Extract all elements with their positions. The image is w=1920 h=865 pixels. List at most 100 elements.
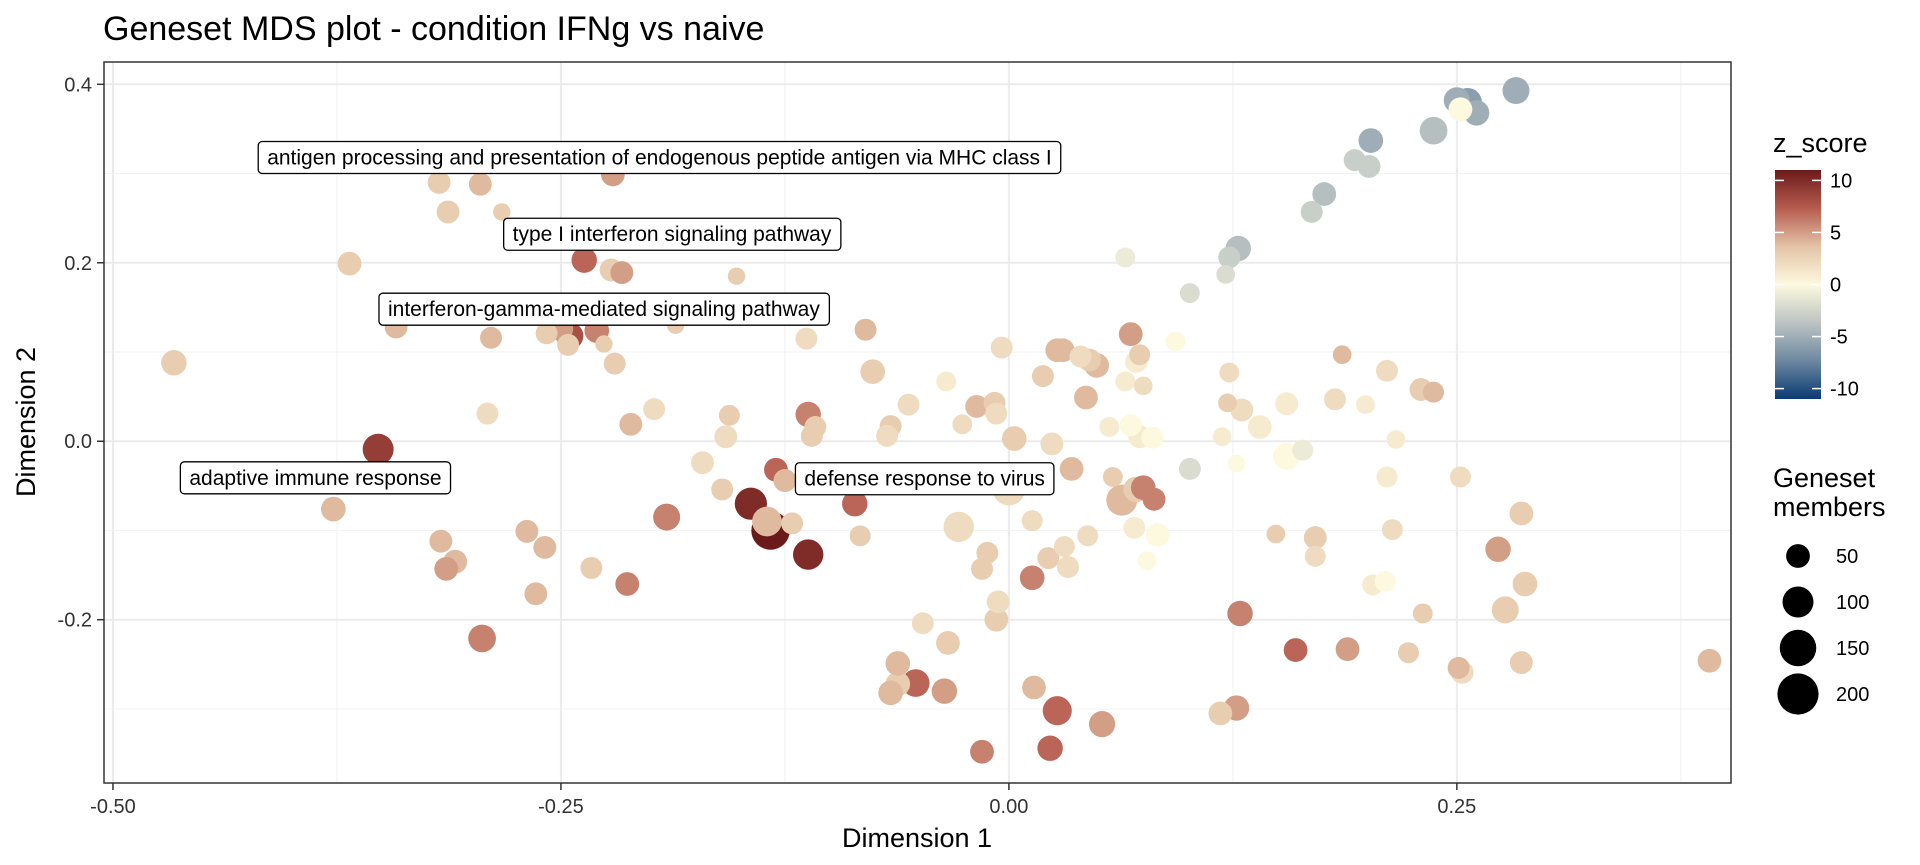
data-point: [1115, 371, 1136, 392]
data-point: [1218, 393, 1237, 413]
data-point: [653, 503, 681, 531]
annotation-box: [257, 140, 1062, 175]
size-legend-item: 200: [1777, 673, 1869, 715]
annotation-text: type I interferon signaling pathway: [513, 223, 832, 246]
data-point: [533, 535, 557, 559]
data-point: [493, 203, 511, 221]
size-legend-title-line-1: Geneset: [1773, 463, 1876, 493]
data-point: [952, 414, 973, 435]
data-point: [1088, 710, 1116, 738]
data-point: [1423, 381, 1445, 403]
data-point: [849, 525, 871, 547]
data-point: [1343, 149, 1366, 172]
data-point: [535, 322, 558, 345]
annotation-text: interferon-gamma-mediated signaling path…: [388, 298, 820, 321]
data-point: [1057, 556, 1079, 579]
data-point: [691, 451, 714, 475]
data-point: [1123, 516, 1146, 539]
annotation-box: [179, 461, 452, 495]
data-point: [1115, 247, 1136, 268]
data-point: [1356, 395, 1375, 415]
x-axis-title: Dimension 1: [842, 823, 992, 853]
plot-border: [103, 61, 1732, 784]
data-point: [1031, 365, 1054, 388]
data-point: [1283, 638, 1308, 662]
color-legend: z_score 10 5 0 -5 -10: [1773, 128, 1868, 401]
data-point: [1448, 97, 1473, 122]
data-point: [1335, 637, 1360, 662]
x-tick-label: -0.25: [538, 796, 584, 818]
size-legend-item: 50: [1786, 544, 1858, 568]
data-point: [1412, 603, 1433, 624]
data-point: [1037, 735, 1063, 761]
data-point: [976, 541, 999, 564]
data-point: [321, 496, 346, 522]
data-point: [619, 412, 643, 436]
data-point: [876, 424, 899, 447]
data-point: [1374, 570, 1396, 592]
data-point: [1099, 417, 1120, 437]
data-point: [1059, 457, 1084, 481]
color-tick-label: -10: [1830, 379, 1859, 401]
size-legend-key: [1782, 586, 1814, 618]
data-point: [1227, 600, 1253, 627]
chart-title: Geneset MDS plot - condition IFNg vs nai…: [103, 10, 764, 48]
data-point: [727, 267, 746, 285]
data-point: [1219, 362, 1240, 383]
data-point: [1178, 457, 1201, 480]
size-legend-key: [1777, 673, 1819, 715]
color-legend-title: z_score: [1773, 128, 1868, 158]
data-point: [1449, 466, 1471, 488]
data-point: [1042, 696, 1072, 726]
data-point: [795, 327, 818, 350]
data-point: [1312, 182, 1337, 206]
data-point: [990, 336, 1013, 359]
data-point: [965, 394, 989, 418]
size-legend-items: 50 100 150 200: [1777, 544, 1869, 715]
color-legend-ticks: 10 5 0 -5 -10: [1775, 170, 1859, 401]
data-point: [610, 261, 634, 285]
data-point: [800, 424, 823, 447]
annotation-text: defense response to virus: [804, 468, 1044, 491]
annotation-box: [503, 217, 842, 251]
color-tick-label: 5: [1830, 222, 1841, 244]
color-tick-label: 0: [1830, 275, 1841, 297]
data-point: [1119, 414, 1142, 437]
data-point: [1381, 519, 1403, 541]
data-point: [1227, 454, 1246, 473]
data-point: [1697, 648, 1722, 673]
data-point: [1247, 415, 1272, 439]
y-axis-ticks: -0.2 0.0 0.2 0.4: [58, 74, 104, 632]
data-point: [985, 402, 1008, 425]
data-point: [603, 352, 626, 375]
data-point: [897, 393, 920, 416]
data-point: [1292, 439, 1314, 461]
annotation-text: antigen processing and presentation of e…: [267, 146, 1052, 169]
data-point: [1512, 571, 1538, 597]
data-point: [1485, 536, 1511, 562]
size-legend-label: 100: [1836, 592, 1869, 614]
data-point: [1304, 545, 1326, 567]
data-point: [1069, 345, 1092, 368]
data-point: [1074, 385, 1098, 410]
y-tick-label: 0.4: [64, 74, 92, 96]
data-point: [781, 512, 804, 535]
data-point: [1509, 651, 1533, 674]
data-point: [337, 251, 362, 276]
data-point: [1212, 427, 1232, 447]
data-point: [1137, 551, 1157, 571]
data-point: [1300, 200, 1323, 223]
data-point: [1102, 466, 1123, 487]
data-point: [161, 349, 187, 376]
data-point: [1037, 547, 1060, 570]
data-point: [571, 247, 597, 273]
data-point: [643, 398, 666, 421]
data-point: [1266, 524, 1286, 544]
size-legend: Geneset members 50 100 150 200: [1773, 463, 1886, 715]
data-point: [1447, 656, 1470, 679]
data-point: [936, 631, 960, 655]
data-point: [711, 478, 734, 501]
data-point: [1397, 642, 1419, 664]
size-legend-key: [1779, 629, 1817, 667]
